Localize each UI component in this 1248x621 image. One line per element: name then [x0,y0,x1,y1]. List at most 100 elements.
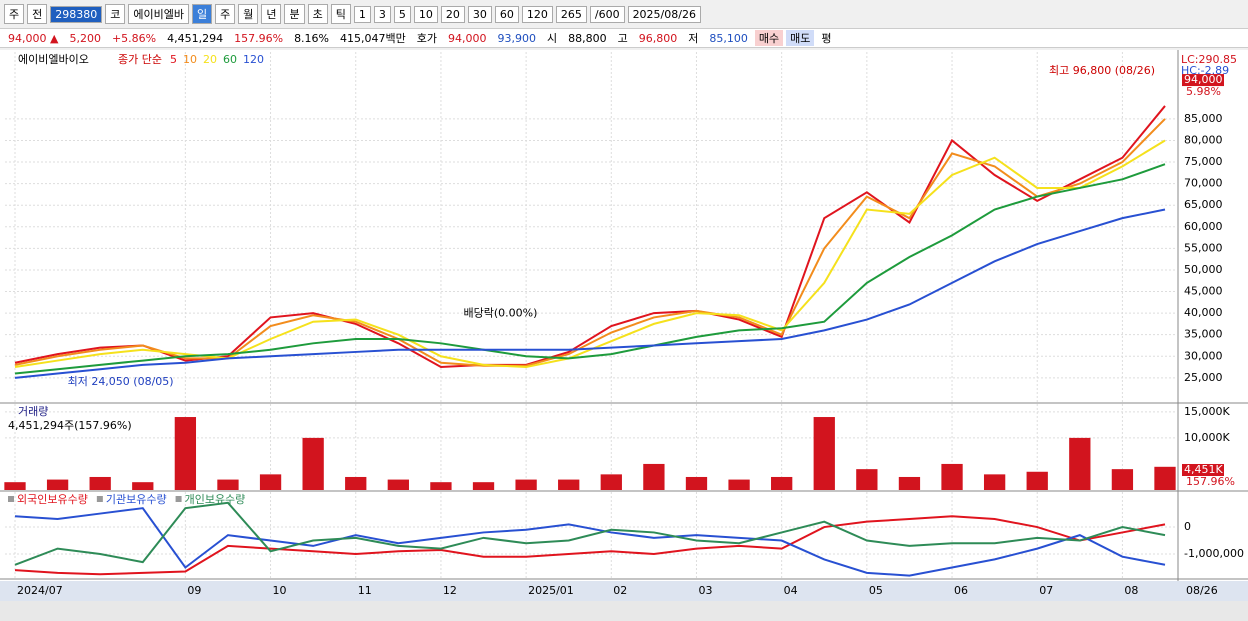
toolbar-item[interactable]: 120 [521,5,553,23]
toolbar-item[interactable]: 일 [191,4,213,24]
legend-entry: 개인보유수량 [185,493,246,506]
toolbar-item[interactable]: 10 [413,5,438,23]
volume-bar [89,476,111,490]
last-value-box [1182,74,1224,87]
toolbar-item[interactable]: 에이비엘바 [128,4,189,24]
y-tick-label: 65,000 [1184,198,1223,211]
panel-subtitle: 종가 단순 [118,53,162,66]
change-label: 157.96% [1186,475,1235,488]
toolbar-item[interactable]: 265 [555,5,587,23]
x-tick-label: 03 [698,584,712,597]
toolbar-item[interactable]: 5 [393,5,411,23]
volume-bar [983,474,1006,490]
info-item: 94,000 [448,31,487,45]
volume-bar [898,476,921,490]
x-tick-label: 02 [613,584,627,597]
toolbar-item[interactable]: 주 [215,4,236,24]
toolbar-item[interactable]: 주 [4,4,25,24]
volume-bar [1111,469,1134,490]
info-item: 고 [617,32,628,45]
y-tick-label: 35,000 [1184,328,1223,341]
info-item: 8.16% [294,31,330,45]
annotation: 최저 24,050 (08/05) [68,375,174,388]
toolbar-item[interactable]: 전 [27,4,48,24]
volume-bar [259,474,282,490]
x-tick-label: 09 [187,584,201,597]
volume-bar [387,479,409,490]
info-item[interactable]: 매도 [786,30,815,46]
y-tick-label: 0 [1184,520,1191,533]
toolbar-item[interactable]: 20 [440,5,465,23]
legend-swatch [96,496,103,502]
chart-bg [0,50,1248,581]
toolbar-item[interactable]: 3 [373,5,391,23]
series-line [14,515,1166,576]
toolbar-item[interactable]: 60 [494,5,519,23]
volume-bar [515,479,537,490]
info-item: 85,100 [709,31,748,45]
volume-bar [558,479,580,490]
annotation: 최고 96,800 (08/26) [1049,64,1155,77]
toolbar-item[interactable]: 2025/08/26 [627,5,701,23]
info-item: 96,800 [638,31,678,45]
volume-bar [132,482,154,490]
toolbar-item[interactable]: 코 [105,4,126,24]
volume-bar [302,437,324,490]
legend-entry: 외국인보유수량 [17,493,88,506]
panel-title: 에이비엘바이오 [18,53,89,66]
y-tick-label: 55,000 [1184,241,1223,254]
volume-bar [813,417,835,490]
info-item: 93,900 [497,31,537,45]
scrollbar [0,601,1248,621]
volume-bar [46,479,69,490]
volume-bar [174,417,197,490]
toolbar-item[interactable]: 년 [261,4,282,24]
legend-swatch [8,496,14,502]
volume-bar [217,479,239,490]
toolbar: 주 전 298380 코 에이비엘바 일 주 월 년 분 초 틱 1 3 5 10 20 30 60 120 265/6… [0,2,1248,26]
volume-bar [771,476,793,490]
volume-bar [1154,466,1176,490]
toolbar-item[interactable]: 298380 [50,5,103,23]
y-tick-label: 10,000K [1184,431,1230,444]
info-item: 시 [547,32,558,45]
y-tick-label: 30,000 [1184,349,1223,362]
toolbar-item[interactable]: 월 [238,4,259,24]
info-bar: 94,000 ▲ 5,200 +5.86% 4,451,294 157.96% 8.16%… [0,28,1248,48]
y-tick-label: 50,000 [1184,263,1223,276]
volume-bar [856,469,878,490]
toolbar-item[interactable]: 분 [284,4,305,24]
y-tick-label: 60,000 [1184,220,1223,233]
y-tick-label: 70,000 [1184,177,1223,190]
x-tick-label: 04 [784,584,798,597]
x-tick-label: 2024/07 [17,584,63,597]
info-item: 저 [688,32,699,45]
series-line [14,163,1166,375]
x-tick-label: 08 [1124,584,1138,597]
info-item: 5,200 [69,31,101,45]
chart-area: 2024/07 09 10 11 12 2025/01 02 03 04 05 06 07 08 08/2… [0,50,1248,621]
last-value-label: 4,451K [1184,463,1223,476]
volume-bar [1069,437,1091,490]
toolbar-item[interactable]: 초 [307,4,328,24]
x-tick-label: 05 [869,584,883,597]
x-tick-label: 11 [358,584,372,597]
toolbar-item[interactable]: 30 [467,5,492,23]
x-tick-label: 06 [954,584,968,597]
toolbar-item[interactable]: /600 [589,5,625,23]
volume-bar [1026,471,1048,490]
legend-swatch [175,496,182,502]
y-tick-label: 80,000 [1184,133,1223,146]
panel-subtitle: 4,451,294주(157.96%) [8,419,132,432]
toolbar-item[interactable]: 1 [353,5,371,23]
y-tick-label: 40,000 [1184,306,1223,319]
toolbar-item[interactable]: 틱 [330,4,351,24]
volume-bar [600,474,622,490]
y-tick-label: -1,000,000 [1184,547,1244,560]
info-item: 94,000 ▲ [8,31,59,45]
info-item[interactable]: 평 [821,32,832,45]
info-item[interactable]: 매수 [754,30,784,46]
hc-label: HC:-2.89 [1181,64,1229,77]
volume-bar [345,476,367,490]
